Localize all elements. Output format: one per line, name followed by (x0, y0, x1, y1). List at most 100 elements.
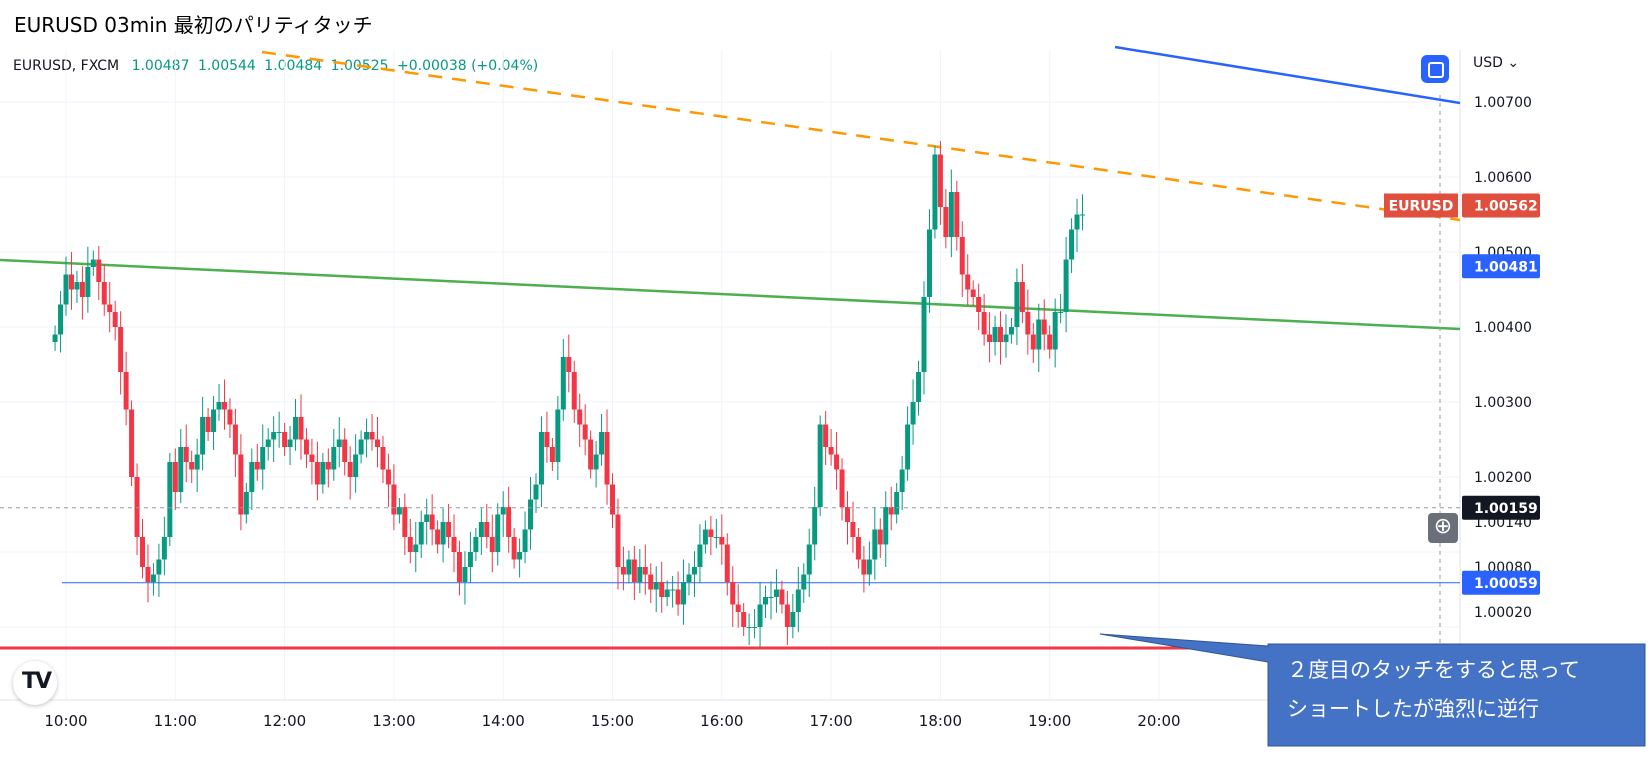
fit-screen-icon (1428, 62, 1444, 78)
candle-body (894, 492, 900, 515)
callout-shape (1099, 633, 1646, 747)
candle-body (418, 522, 424, 545)
candle-body (981, 312, 987, 335)
candle-body (506, 507, 512, 537)
axis-separators (0, 50, 1461, 701)
callout-line-1: ２度目のタッチをすると思って (1287, 658, 1580, 682)
candle-body (243, 492, 249, 515)
candle-body (735, 604, 741, 612)
candle-body (664, 589, 670, 597)
candle-body (265, 439, 271, 447)
candle-body (1014, 282, 1020, 327)
candle-body (839, 469, 845, 507)
price-tick-4: 1.00300 (1474, 395, 1532, 411)
price-axis: 1.007001.006001.005001.004001.003001.002… (1474, 95, 1532, 621)
candle-body (1058, 312, 1064, 313)
candle-body (1047, 334, 1053, 350)
candle-body (161, 537, 167, 560)
candle-body (167, 462, 173, 537)
candle-body (238, 454, 244, 515)
candle-body (446, 522, 452, 537)
candle-body (948, 192, 954, 237)
candle-body (375, 439, 381, 447)
candle-body (298, 417, 304, 440)
candle-body (129, 409, 135, 477)
candle-body (571, 372, 577, 410)
candle-body (637, 567, 643, 582)
candle-body (358, 439, 364, 455)
plus-circle-icon[interactable]: ⊕ (1428, 513, 1458, 543)
candle-body (1030, 334, 1036, 350)
candle-body (216, 402, 222, 410)
candle-body (303, 439, 309, 455)
candle-body (817, 424, 823, 507)
time-tick-4: 14:00 (482, 712, 525, 730)
candle-body (992, 327, 998, 342)
candle-body (959, 237, 965, 275)
candle-body (402, 507, 408, 537)
candle-body (205, 417, 211, 432)
candle-body (708, 529, 714, 537)
candle-body (522, 529, 528, 552)
candle-body (1063, 259, 1069, 312)
candle-body (511, 537, 517, 560)
chevron-down-icon: ⌄ (1507, 55, 1520, 71)
candle-body (987, 334, 993, 342)
candle-body (260, 447, 266, 470)
candle-body (555, 409, 561, 462)
candle-body (757, 604, 763, 627)
candle-body (741, 612, 747, 627)
tradingview-logo-icon[interactable]: TV (13, 661, 57, 705)
candle-body (473, 537, 479, 552)
price-tag-bg-3 (1462, 570, 1540, 595)
candle-body (58, 304, 64, 335)
candle-body (123, 372, 129, 410)
symbol-tag-label: EURUSD (1389, 199, 1454, 215)
candle-body (178, 447, 184, 492)
candle-body (227, 409, 233, 425)
candle-body (806, 544, 812, 575)
time-tick-2: 12:00 (263, 712, 306, 730)
time-tick-1: 11:00 (154, 712, 197, 730)
candle-body (861, 559, 867, 575)
candle-body (899, 469, 905, 492)
candle-body (342, 439, 348, 462)
price-tick-8: 1.00020 (1474, 605, 1532, 621)
callout-line-2: ショートしたが強烈に逆行 (1287, 697, 1539, 721)
time-tick-9: 19:00 (1028, 712, 1071, 730)
candle-body (702, 529, 708, 545)
candle-body (1003, 334, 1009, 342)
candle-body (560, 357, 566, 410)
price-tick-1: 1.00600 (1474, 170, 1532, 186)
candle-body (773, 589, 779, 597)
candle-body (752, 627, 758, 628)
candle-body (101, 282, 107, 305)
candle-body (172, 462, 178, 492)
candle-body (615, 514, 621, 567)
candle-body (107, 304, 113, 312)
candle-body (965, 274, 971, 290)
time-tick-7: 17:00 (809, 712, 852, 730)
candle-body (52, 334, 58, 342)
candle-body (1074, 214, 1080, 230)
fit-screen-button[interactable] (1421, 55, 1449, 83)
candle-body (582, 424, 588, 440)
candle-body (620, 567, 626, 575)
candle-body (642, 567, 648, 575)
candle-body (828, 447, 834, 455)
candle-body (369, 432, 375, 440)
candle-body (1025, 312, 1031, 335)
currency-selector[interactable]: USD ⌄ (1473, 55, 1519, 71)
candle-body (467, 552, 473, 567)
candle-body (79, 282, 85, 297)
candle-body (577, 409, 583, 425)
time-axis: 10:00 11:00 12:00 13:00 14:00 15:00 16:00 17:00… (44, 712, 1180, 730)
candle-body (795, 589, 801, 612)
green-trendline (0, 258, 1461, 331)
candle-body (1041, 319, 1047, 335)
candle-body (549, 447, 555, 462)
candle-body (544, 432, 550, 447)
candle-body (937, 154, 943, 207)
candle-body (528, 499, 534, 530)
